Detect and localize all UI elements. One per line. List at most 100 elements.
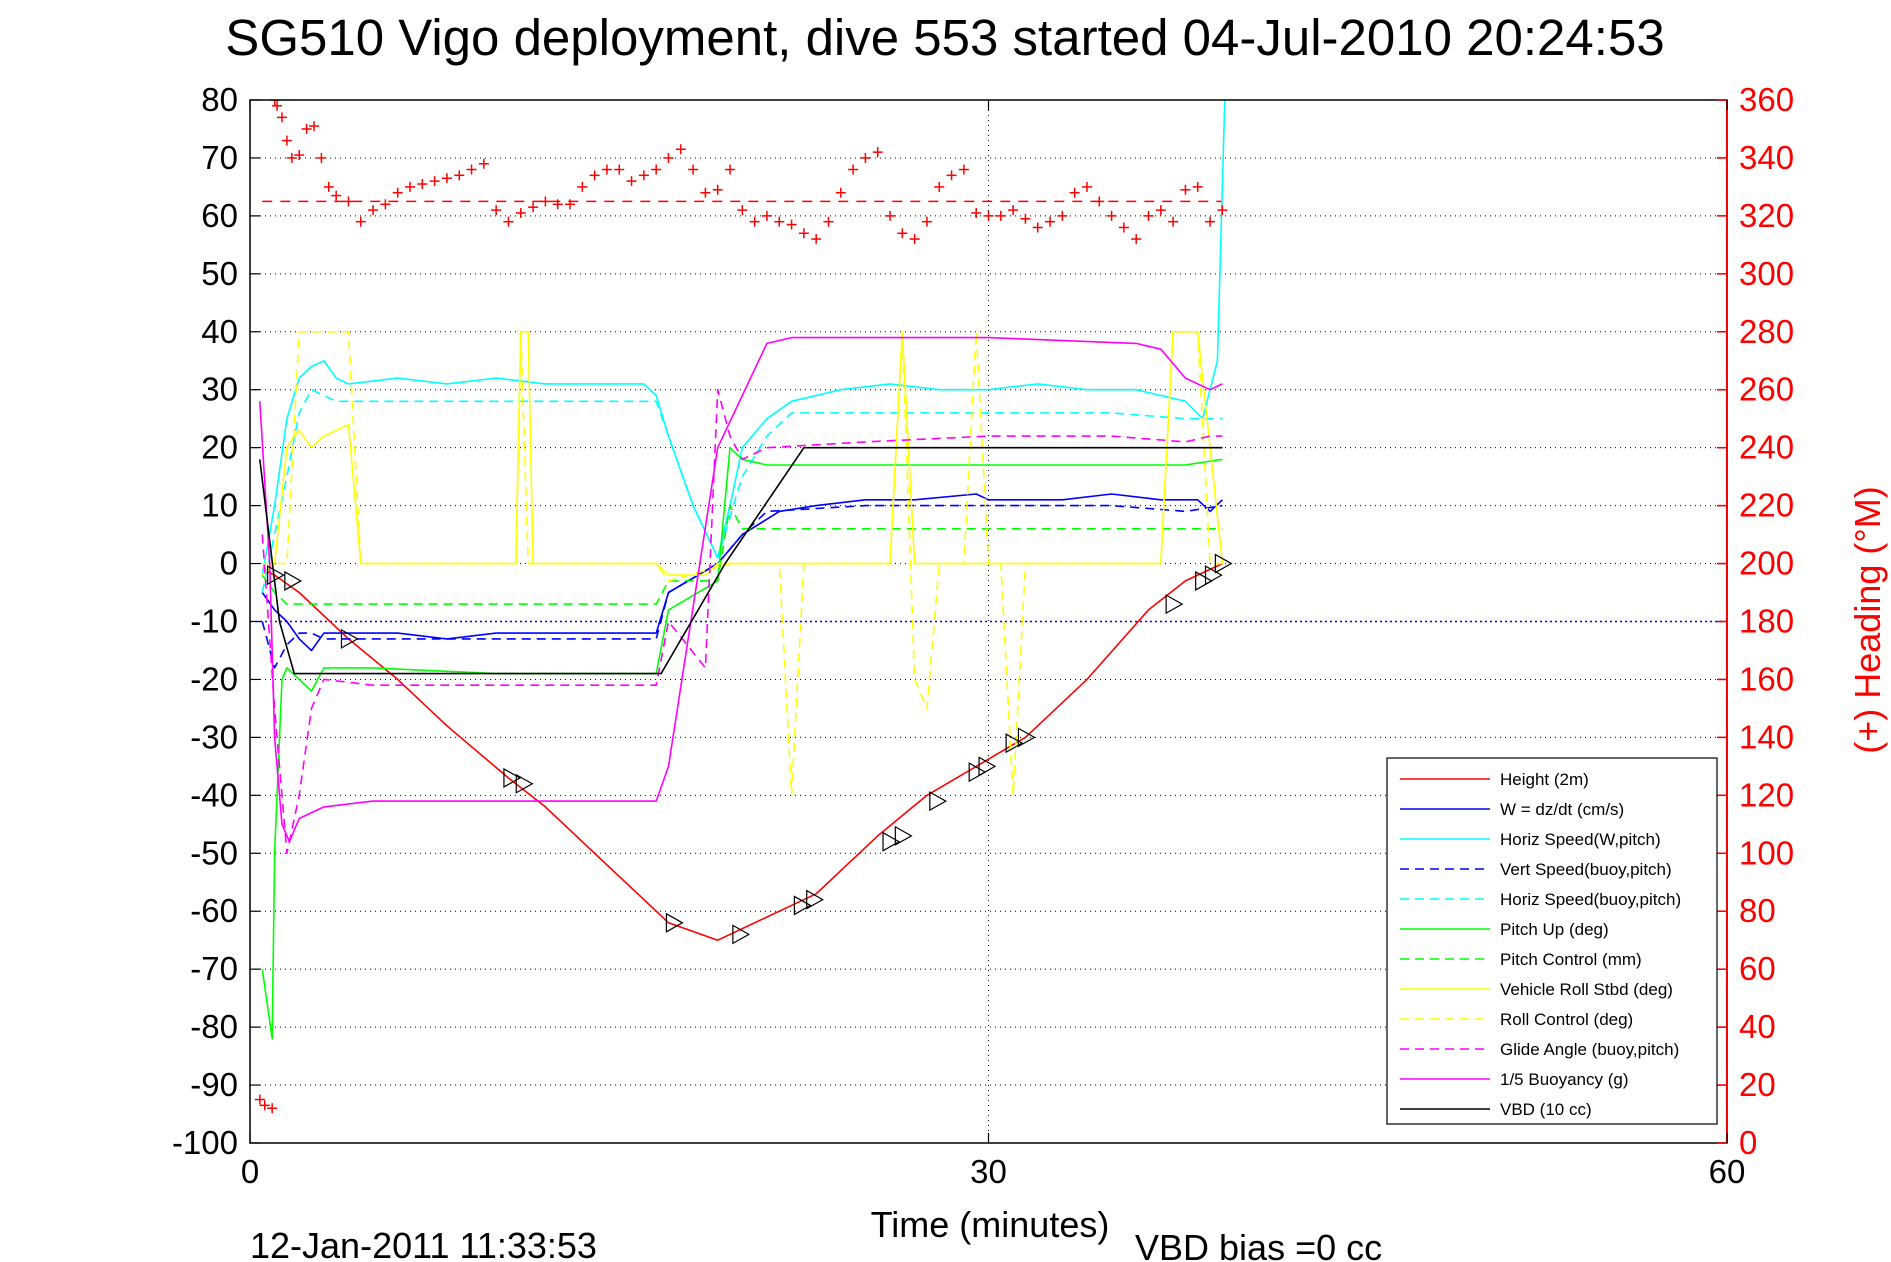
legend-label: W = dz/dt (cm/s) xyxy=(1500,800,1624,819)
y-right-tick-label: 80 xyxy=(1739,892,1776,929)
heading-point xyxy=(1118,222,1129,233)
y-right-tick-label: 260 xyxy=(1739,371,1794,408)
heading-point xyxy=(823,216,834,227)
heading-point xyxy=(860,152,871,163)
series-line-11 xyxy=(259,446,1223,675)
y-tick-label: -10 xyxy=(190,603,238,640)
triangle-marker xyxy=(267,565,285,586)
triangle-marker xyxy=(284,570,303,591)
heading-point xyxy=(552,199,563,210)
y-tick-label: 50 xyxy=(201,255,238,292)
y-right-tick-label: 20 xyxy=(1739,1066,1776,1103)
heading-point xyxy=(503,216,514,227)
heading-point xyxy=(811,234,822,245)
footer-timestamp: 12-Jan-2011 11:33:53 xyxy=(250,1225,597,1262)
heading-point xyxy=(309,121,320,132)
y-tick-label: -90 xyxy=(190,1066,238,1103)
heading-point xyxy=(272,100,283,111)
heading-point xyxy=(663,152,674,163)
heading-point xyxy=(651,164,662,175)
heading-point xyxy=(259,1100,270,1111)
triangle-marker xyxy=(732,924,751,945)
x-tick-label: 60 xyxy=(1709,1153,1746,1190)
heading-point xyxy=(872,147,883,158)
heading-point xyxy=(1008,205,1019,216)
heading-point xyxy=(995,210,1006,221)
heading-point xyxy=(774,216,785,227)
y-tick-label: -100 xyxy=(172,1124,238,1161)
legend-label: Height (2m) xyxy=(1500,770,1589,789)
legend-label: Vehicle Roll Stbd (deg) xyxy=(1500,980,1673,999)
legend-entry: Pitch Up (deg) xyxy=(1400,920,1609,939)
heading-point xyxy=(491,205,502,216)
y-right-tick-label: 40 xyxy=(1739,1008,1776,1045)
y-right-tick-label: 280 xyxy=(1739,313,1794,350)
heading-point xyxy=(897,228,908,239)
heading-point xyxy=(700,187,711,198)
heading-point xyxy=(712,184,723,195)
heading-point xyxy=(725,164,736,175)
y-tick-label: 70 xyxy=(201,139,238,176)
legend-label: Pitch Up (deg) xyxy=(1500,920,1609,939)
series-line-0 xyxy=(261,562,1223,942)
heading-point xyxy=(405,181,416,192)
triangle-marker xyxy=(1214,553,1233,574)
legend-entry: Vehicle Roll Stbd (deg) xyxy=(1400,980,1673,999)
legend-entry: Horiz Speed(W,pitch) xyxy=(1400,830,1661,849)
triangle-marker xyxy=(1195,570,1213,591)
heading-point xyxy=(286,152,297,163)
y-right-tick-label: 180 xyxy=(1739,603,1794,640)
heading-point xyxy=(331,190,342,201)
triangle-marker xyxy=(1005,733,1024,754)
heading-point xyxy=(1094,196,1105,207)
y-axis-left: 80 70 60 50 40 30 20 10 0 -10 -20 -30 -40 -50 -60 -70 -8… xyxy=(172,81,1727,1161)
legend: Height (2m) W = dz/dt (cm/s) Horiz Speed(W… xyxy=(1386,757,1718,1125)
triangle-marker xyxy=(1165,594,1184,615)
heading-point xyxy=(737,205,748,216)
x-axis-label: Time (minutes) xyxy=(871,1204,1110,1245)
y-right-tick-label: 220 xyxy=(1739,487,1794,524)
legend-label: Roll Control (deg) xyxy=(1500,1010,1633,1029)
series-line-8 xyxy=(262,330,1223,797)
y-axis-right-label: (+) Heading (°M) xyxy=(1847,486,1888,753)
heading-point xyxy=(921,216,932,227)
x-tick-label: 30 xyxy=(970,1153,1007,1190)
heading-point xyxy=(885,210,896,221)
triangle-marker xyxy=(515,773,534,794)
triangle-marker xyxy=(929,791,948,812)
y-tick-label: -40 xyxy=(190,776,238,813)
y-right-tick-label: 60 xyxy=(1739,950,1776,987)
y-tick-label: 40 xyxy=(201,313,238,350)
triangle-marker xyxy=(793,895,812,916)
y-tick-label: 30 xyxy=(201,371,238,408)
heading-point xyxy=(971,207,982,218)
triangle-marker xyxy=(968,762,987,783)
legend-entry: W = dz/dt (cm/s) xyxy=(1400,800,1624,819)
heading-point xyxy=(392,187,403,198)
heading-point xyxy=(478,158,489,169)
heading-point xyxy=(909,234,920,245)
heading-point xyxy=(380,199,391,210)
heading-point xyxy=(1020,213,1031,224)
heading-point xyxy=(294,150,305,161)
heading-point xyxy=(798,228,809,239)
x-axis: 0 30 60 xyxy=(241,100,1746,1190)
heading-point xyxy=(958,164,969,175)
heading-point xyxy=(577,181,588,192)
legend-box xyxy=(1386,757,1718,1125)
y-right-tick-label: 240 xyxy=(1739,429,1794,466)
heading-point xyxy=(626,176,637,187)
heading-point xyxy=(323,181,334,192)
heading-point xyxy=(1057,210,1068,221)
heading-point xyxy=(835,187,846,198)
y-axis-right: 3603403203002802602402202001801601401201… xyxy=(1717,81,1794,1161)
heading-point xyxy=(343,196,354,207)
heading-point xyxy=(316,152,327,163)
heading-point xyxy=(368,205,379,216)
heading-point xyxy=(749,216,760,227)
heading-point xyxy=(429,176,440,187)
heading-point xyxy=(540,196,551,207)
triangle-marker xyxy=(340,628,359,649)
heading-point xyxy=(1155,205,1166,216)
